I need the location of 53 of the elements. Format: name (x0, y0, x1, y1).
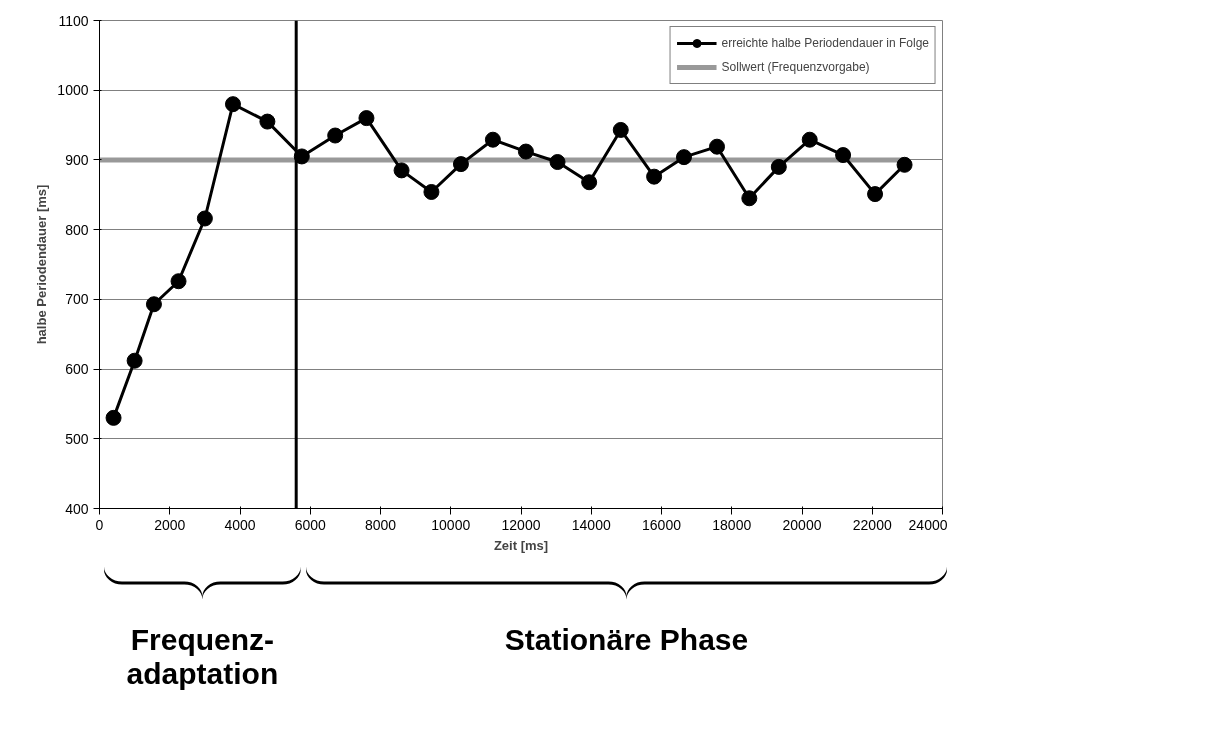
y-tick-label: 900 (65, 151, 89, 168)
point (423, 184, 440, 200)
y-tick-label: 500 (65, 430, 89, 447)
point (741, 190, 758, 207)
text: Stationäre Phase (504, 623, 749, 656)
x-tick-label: 24000 (908, 516, 948, 533)
point (452, 156, 469, 173)
x-tick-label: 16000 (642, 516, 682, 533)
point (835, 147, 852, 164)
point (867, 186, 884, 203)
legend-label: erreichte halbe Periodendauer in Folge (721, 35, 929, 52)
text: Frequenz- adaptation (126, 623, 279, 690)
point (770, 158, 787, 175)
point (170, 273, 187, 290)
point (145, 296, 162, 313)
x-tick-label: 0 (95, 516, 104, 533)
point (105, 409, 122, 426)
x-tick-label: 8000 (364, 516, 397, 533)
x-tick-label: 2000 (154, 516, 186, 533)
y-tick-label: 1000 (57, 82, 89, 99)
y-axis-title: halbe Periodendauer [ms] (34, 184, 50, 345)
x-tick-label: 20000 (782, 516, 822, 533)
point (327, 127, 344, 144)
point (612, 121, 629, 138)
y-tick-label: 1100 (58, 12, 89, 29)
point (484, 131, 501, 148)
x-tick-label: 4000 (224, 516, 256, 533)
point (549, 154, 566, 171)
point (896, 156, 913, 173)
x-tick-label: 10000 (431, 516, 471, 533)
y-tick-label: 700 (65, 291, 89, 308)
y-tick-label: 600 (65, 361, 89, 378)
point (224, 96, 241, 113)
x-tick-label: 22000 (852, 516, 892, 533)
legend-label: Sollwert (Frequenzvorgabe) (721, 59, 870, 76)
point (517, 143, 534, 160)
point (126, 352, 143, 369)
x-tick-label: 12000 (501, 516, 541, 533)
point (358, 110, 375, 127)
x-tick-label: 6000 (294, 516, 327, 533)
point (259, 113, 276, 130)
point (801, 131, 818, 148)
y-tick-label: 800 (65, 221, 89, 238)
point (675, 149, 692, 166)
x-tick-label: 14000 (571, 516, 611, 533)
point (393, 162, 410, 179)
x-tick-label: 18000 (712, 516, 752, 533)
point (581, 174, 598, 191)
x-axis-title: Zeit [ms] (493, 537, 549, 553)
y-tick-label: 400 (65, 500, 89, 517)
point (646, 168, 663, 185)
point (196, 210, 213, 227)
point (709, 138, 725, 155)
